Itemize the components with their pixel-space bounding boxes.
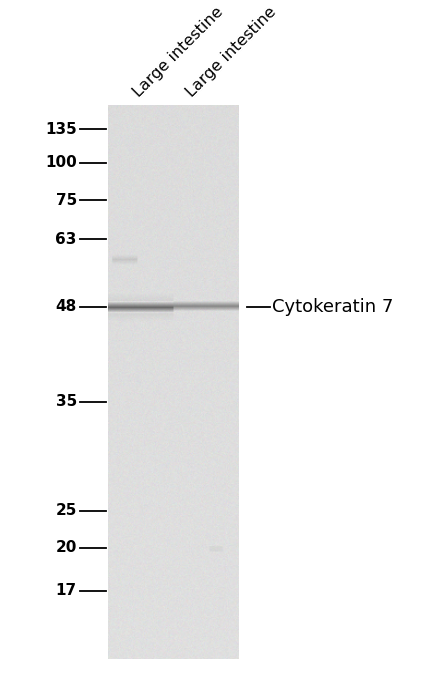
Text: Large intestine: Large intestine	[131, 5, 227, 100]
Text: 25: 25	[55, 503, 77, 518]
Text: 63: 63	[55, 232, 77, 246]
Text: 35: 35	[56, 394, 77, 409]
Text: 17: 17	[56, 583, 77, 598]
Text: 75: 75	[56, 193, 77, 208]
Text: 48: 48	[56, 299, 77, 314]
Text: Cytokeratin 7: Cytokeratin 7	[272, 298, 394, 316]
Text: 20: 20	[55, 540, 77, 555]
Text: 100: 100	[45, 155, 77, 170]
Text: Large intestine: Large intestine	[184, 5, 279, 100]
Text: 135: 135	[45, 122, 77, 136]
